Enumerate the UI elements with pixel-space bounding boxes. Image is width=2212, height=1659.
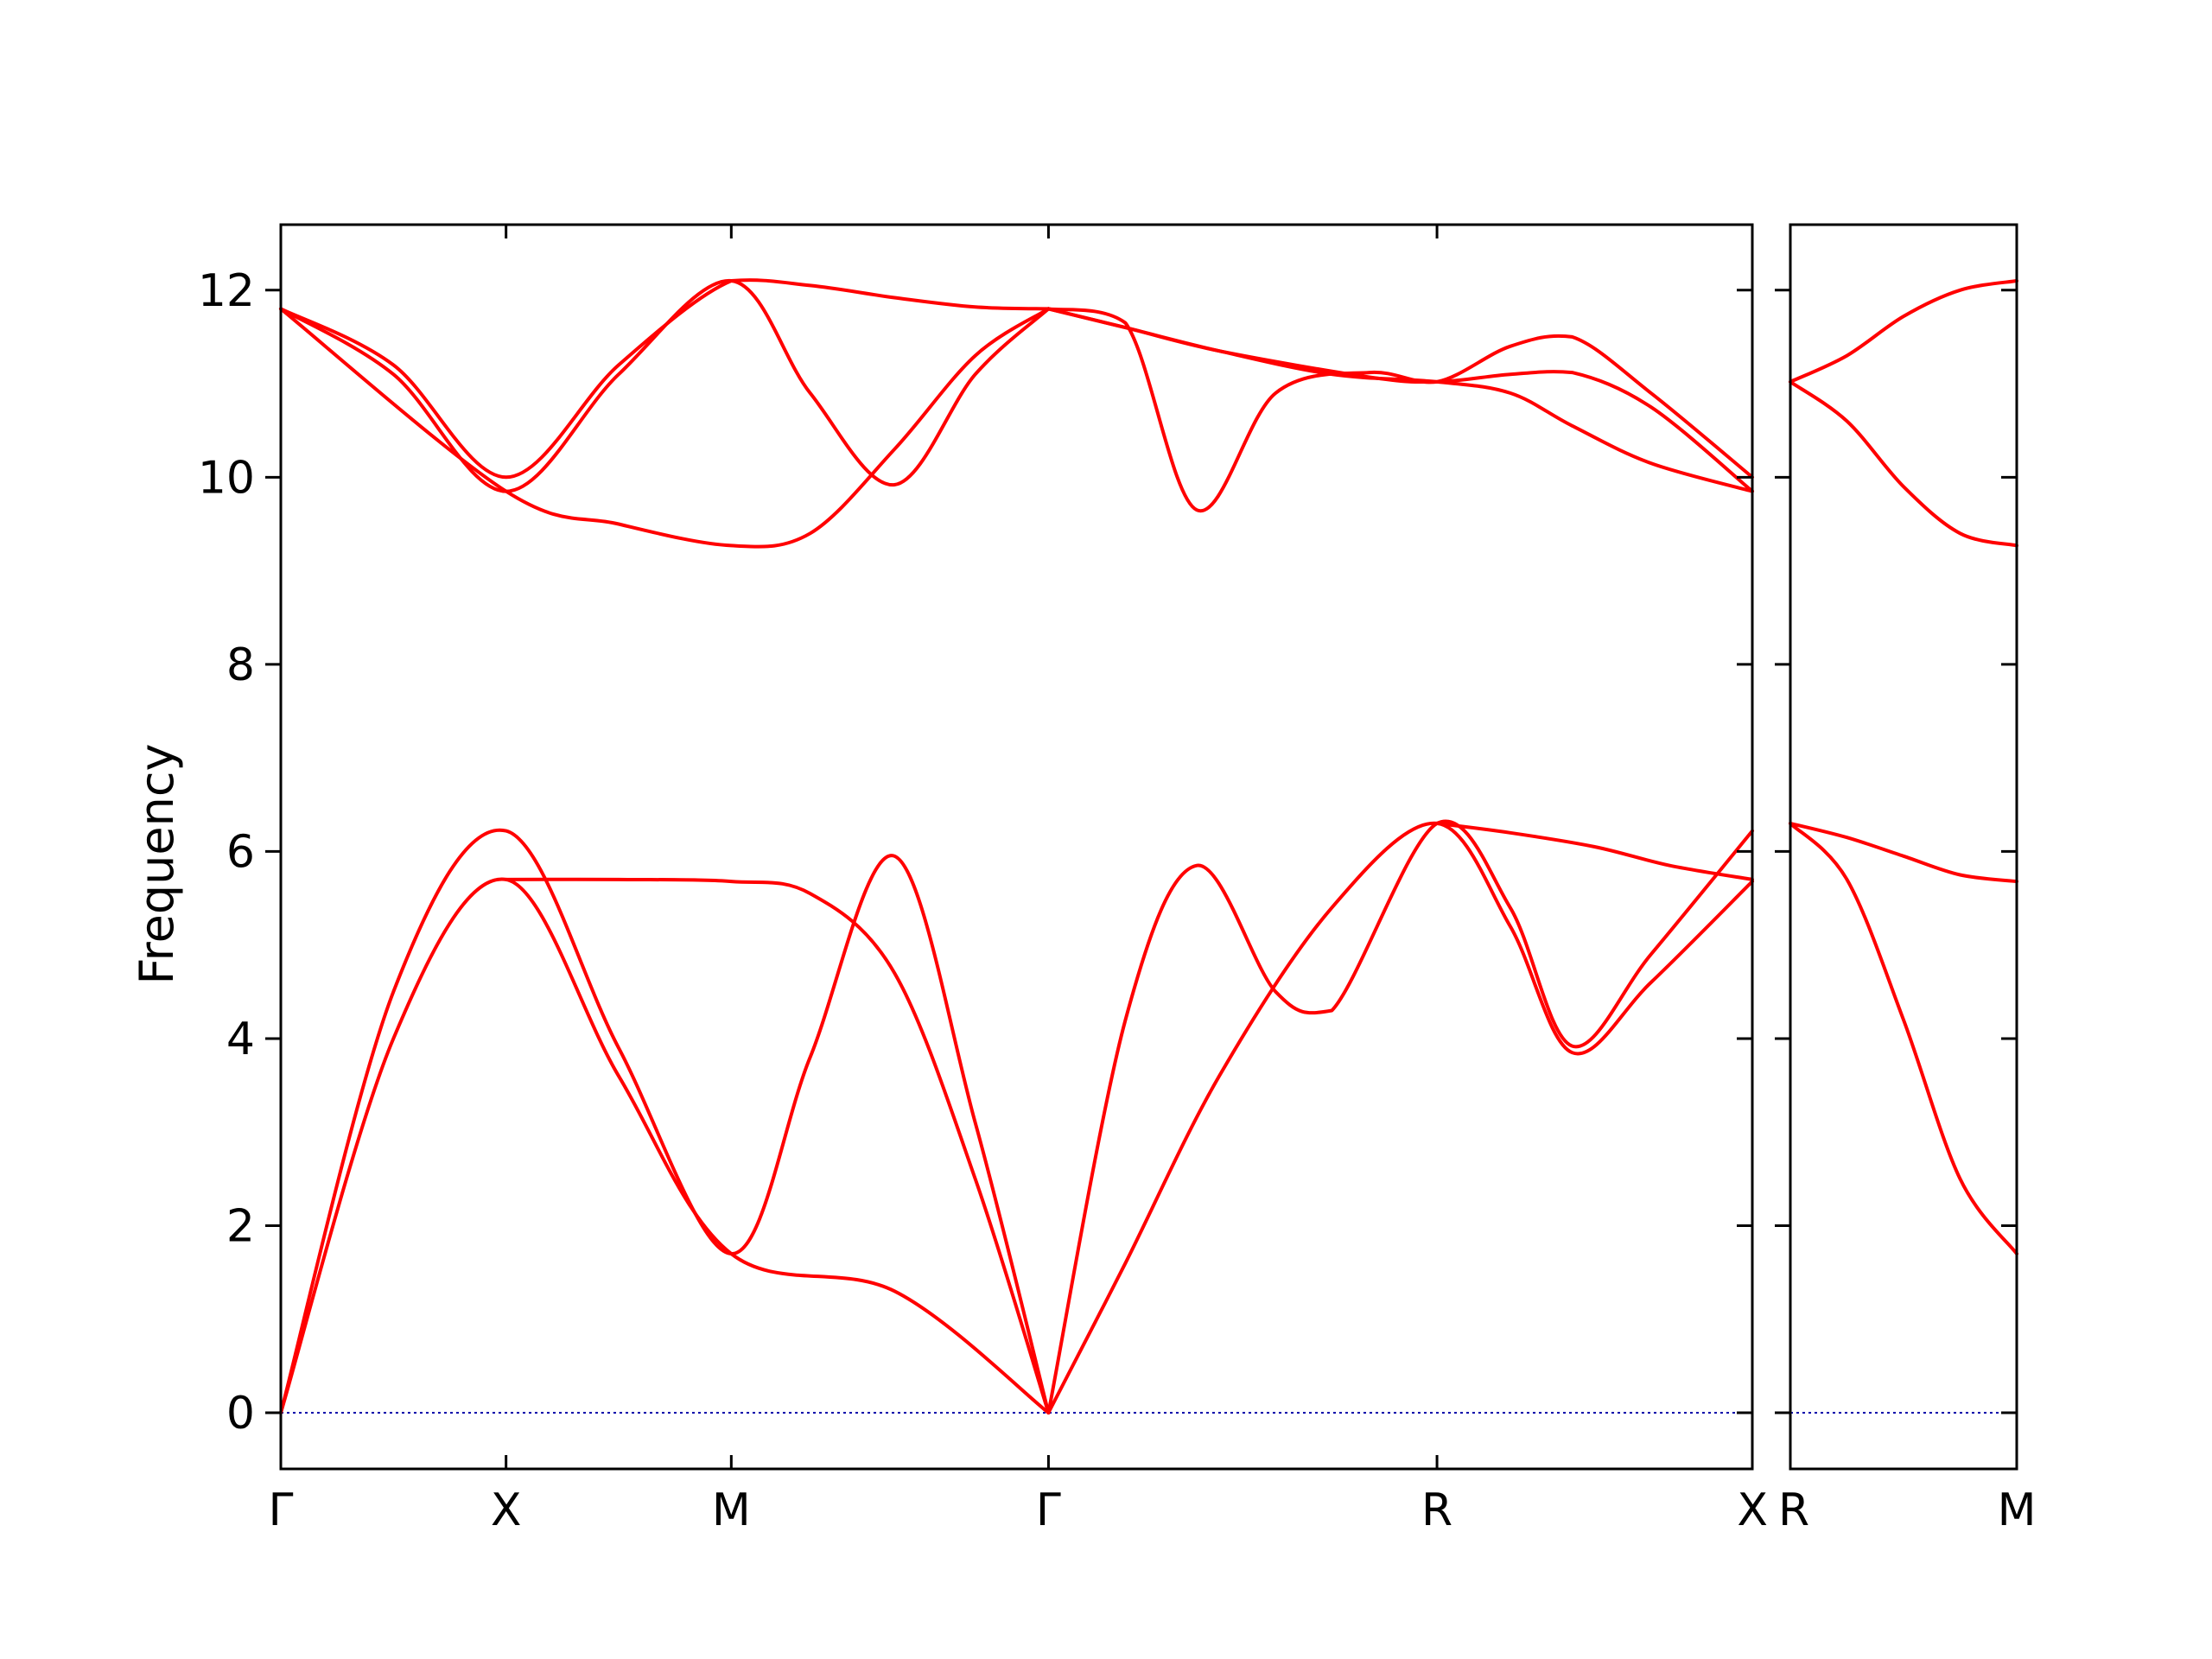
band-line-8 — [279, 877, 1051, 1414]
plot-frame — [279, 223, 1754, 1471]
band-line-4 — [1046, 307, 1754, 513]
x-tick-label: Γ — [1036, 1484, 1061, 1536]
y-tick-label: 12 — [198, 265, 255, 317]
y-tick-label: 10 — [198, 452, 255, 504]
y-tick-label: 4 — [226, 1014, 255, 1065]
band-line-3 — [1789, 821, 2018, 884]
panel-main: Γ X M Γ R X 0 2 4 6 8 10 12 — [198, 223, 1768, 1536]
y-tick-label: 6 — [226, 826, 255, 878]
x-tick-label: R — [1778, 1484, 1809, 1536]
y-tick-label: 8 — [226, 639, 255, 691]
x-tick-label: X — [1737, 1484, 1768, 1536]
plot-frame — [1789, 223, 2018, 1471]
band-line-9 — [504, 877, 1051, 1414]
x-tick-label: M — [712, 1484, 751, 1536]
y-axis-label: Frequency — [130, 744, 184, 985]
band-line-3 — [279, 307, 1051, 549]
band-line-6 — [1046, 307, 1754, 493]
band-line-12 — [1435, 821, 1754, 881]
band-line-2 — [279, 278, 1051, 493]
band-line-11 — [1046, 821, 1754, 1414]
band-line-10 — [1046, 819, 1754, 1414]
band-line-4 — [1789, 821, 2018, 1255]
x-tick-label: M — [1998, 1484, 2037, 1536]
y-tick-label: 0 — [226, 1388, 255, 1440]
x-tick-label: Γ — [269, 1484, 294, 1536]
band-line-1 — [1789, 279, 2018, 384]
band-line-2 — [1789, 379, 2018, 548]
y-tick-label: 2 — [226, 1200, 255, 1252]
x-tick-label: X — [491, 1484, 522, 1536]
x-tick-label: R — [1421, 1484, 1452, 1536]
